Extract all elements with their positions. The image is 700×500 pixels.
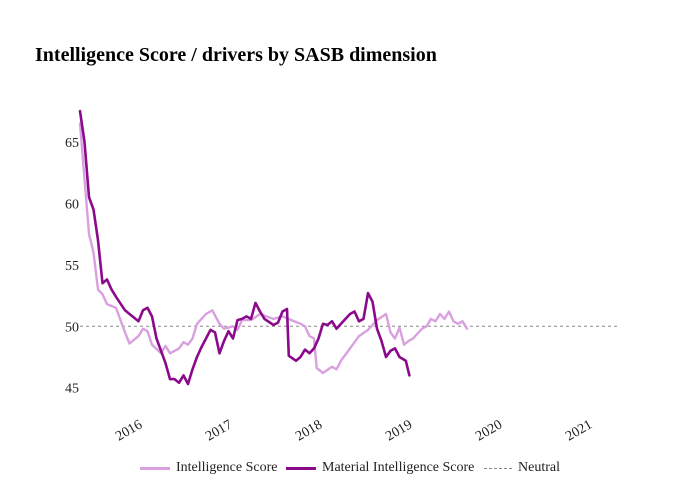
legend-item-material-intelligence-score[interactable]: Material Intelligence Score: [286, 460, 474, 476]
legend-label-intelligence: Intelligence Score: [176, 460, 278, 475]
y-tick-label-60: 60: [65, 197, 79, 212]
legend-item-intelligence-score[interactable]: Intelligence Score: [140, 460, 277, 476]
series-line-intelligence-score[interactable]: [78, 122, 469, 375]
legend-swatch-intelligence: [140, 466, 170, 470]
x-tick-label-2020: 2020: [473, 417, 505, 444]
chart-title: Intelligence Score / drivers by SASB dim…: [35, 44, 437, 66]
legend-label-material: Material Intelligence Score: [322, 460, 475, 475]
legend-item-neutral[interactable]: Neutral: [484, 460, 560, 476]
series-line-material-intelligence-score[interactable]: [78, 109, 411, 386]
x-tick-label-2018: 2018: [293, 417, 325, 444]
legend: Intelligence Score Material Intelligence…: [0, 460, 700, 484]
legend-swatch-material: [286, 466, 316, 470]
y-axis: 45 50 55 60 65: [65, 136, 79, 397]
legend-label-neutral: Neutral: [518, 460, 560, 475]
series-group: [78, 109, 620, 386]
y-tick-label-45: 45: [65, 382, 79, 397]
y-tick-label-55: 55: [65, 259, 79, 274]
line-chart: 45 50 55 60 65 2016 2017 2018 2019 2020 2021: [65, 109, 620, 444]
y-tick-label-50: 50: [65, 320, 79, 335]
x-tick-label-2019: 2019: [383, 417, 415, 444]
x-tick-label-2016: 2016: [113, 417, 145, 444]
x-tick-label-2021: 2021: [563, 417, 595, 444]
y-tick-label-65: 65: [65, 136, 79, 151]
x-axis: 2016 2017 2018 2019 2020 2021: [113, 417, 595, 444]
x-tick-label-2017: 2017: [203, 417, 235, 444]
legend-swatch-neutral: [484, 467, 512, 469]
